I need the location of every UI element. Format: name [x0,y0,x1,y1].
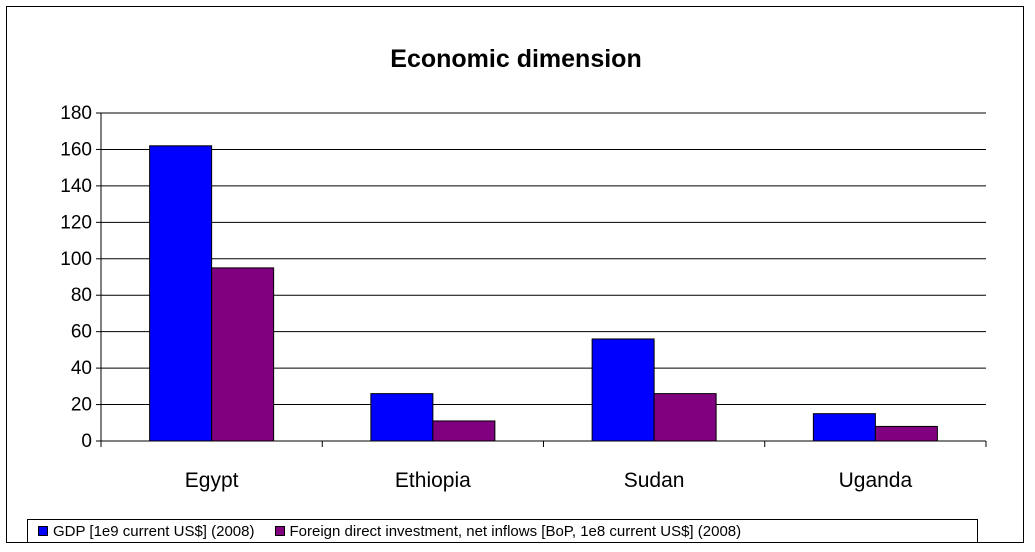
legend-entry-gdp: GDP [1e9 current US$] (2008) [38,523,255,540]
legend-label-fdi: Foreign direct investment, net inflows [… [289,522,742,540]
chart-frame: 0 20 40 60 80 100 120 140 160 180 Egypt Ethiopia Su… [6,6,1024,543]
y-tick-label: 120 [60,212,92,233]
y-tick-label: 100 [60,249,92,270]
bar-fdi-egypt [211,267,275,442]
legend: GDP [1e9 current US$] (2008) Foreign dir… [27,519,978,543]
x-tick-label: Sudan [624,469,685,492]
legend-swatch-fdi [274,526,285,536]
y-tick-label: 140 [60,176,92,197]
legend-entry-fdi: Foreign direct investment, net inflows [… [274,522,742,540]
y-tick-label: 160 [60,139,92,160]
bar-fdi-sudan [653,393,717,442]
y-tick-label: 40 [71,358,92,379]
legend-swatch-gdp [38,526,48,536]
bar-gdp-sudan [591,338,655,442]
y-tick-label: 60 [71,322,92,343]
bar-fdi-ethiopia [432,420,496,442]
x-tick-label: Uganda [839,469,913,492]
x-tick-label: Ethiopia [395,469,471,492]
y-tick-label: 180 [60,103,92,124]
bar-fdi-uganda [874,425,938,442]
x-tick-labels: Egypt Ethiopia Sudan Uganda [185,469,913,492]
y-tick-label: 0 [81,431,92,452]
bar-gdp-egypt [149,145,213,442]
axes [96,112,987,447]
y-tick-label: 80 [71,285,92,306]
bars [149,145,938,442]
bar-gdp-uganda [812,413,876,442]
x-tick-label: Egypt [185,469,239,492]
chart-svg: 0 20 40 60 80 100 120 140 160 180 Egypt Ethiopia Su… [60,103,987,492]
legend-label-gdp: GDP [1e9 current US$] (2008) [53,522,255,540]
y-tick-label: 20 [71,395,92,416]
y-tick-labels: 0 20 40 60 80 100 120 140 160 180 [60,103,92,452]
bar-gdp-ethiopia [370,393,434,442]
chart-title: Economic dimension [390,45,642,73]
